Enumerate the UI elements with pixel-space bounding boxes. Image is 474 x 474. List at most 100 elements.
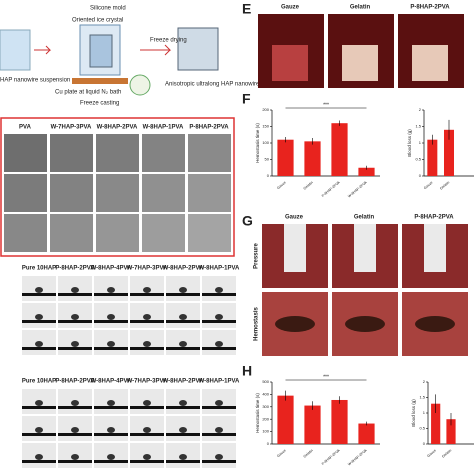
droplet (143, 454, 151, 460)
substrate (130, 293, 164, 296)
column-header: W-8HAP-4PVA (91, 379, 132, 385)
y-tick-label: 50 (265, 157, 270, 162)
droplet (35, 287, 43, 293)
column-header: W-8HAP-1PVA (199, 379, 240, 385)
panel-letter: E (242, 1, 251, 17)
droplet (35, 314, 43, 320)
bar (331, 399, 348, 444)
x-tick-label: Gelatin (441, 448, 452, 458)
y-tick-label: 200 (262, 107, 269, 112)
wound (275, 316, 315, 332)
substrate (130, 320, 164, 323)
y-tick-label: 1.5 (415, 124, 421, 129)
sem-image (142, 134, 185, 172)
y-tick-label: 1 (419, 140, 422, 145)
aerogel (177, 27, 219, 71)
droplet (179, 314, 187, 320)
beaker (0, 29, 31, 71)
droplet (215, 314, 223, 320)
droplet (107, 341, 115, 347)
droplet (143, 287, 151, 293)
droplet (143, 314, 151, 320)
column-header: P-8HAP-2PVA (55, 379, 95, 385)
sem-image (4, 214, 47, 252)
droplet (71, 314, 79, 320)
y-axis-label: Hemostasis time (s) (255, 123, 260, 163)
schematic: HAP nanowire suspension Silicone mold Or… (0, 6, 281, 107)
y-axis-label: Hemostasis time (s) (255, 393, 260, 433)
substrate (94, 293, 128, 296)
column-header: W-8HAP-2PVA (97, 125, 138, 131)
column-header: Pure 10HAP (22, 266, 56, 272)
sem-image (50, 214, 93, 252)
bar (304, 141, 321, 176)
panel-letter: H (242, 363, 252, 379)
sem-image (188, 214, 231, 252)
y-tick-label: 150 (262, 124, 269, 129)
label: Freeze casting (80, 101, 119, 107)
arrow (140, 44, 172, 56)
droplet (35, 454, 43, 460)
droplet (107, 287, 115, 293)
ice-crystal (89, 34, 113, 68)
column-header: W-7HAP-3PVA (127, 266, 168, 272)
y-tick-label: 2 (423, 379, 426, 384)
bar (331, 123, 348, 176)
x-tick-label: Gauze (426, 448, 437, 458)
column-header: W-8HAP-4PVA (91, 266, 132, 272)
substrate (58, 433, 92, 436)
y-tick-label: 0 (423, 441, 426, 446)
substrate (22, 347, 56, 350)
droplet (107, 400, 115, 406)
droplet (215, 427, 223, 433)
bar (304, 405, 321, 444)
droplet (71, 287, 79, 293)
substrate (94, 406, 128, 409)
droplet (215, 341, 223, 347)
substrate (166, 320, 200, 323)
x-tick-label: Gelatin (303, 180, 314, 190)
bar (446, 419, 456, 444)
label: Anisotropic ultralong HAP nanowire aerog… (165, 82, 281, 88)
droplet (71, 454, 79, 460)
column-header: P-8HAP-2PVA (414, 215, 454, 221)
substrate (130, 433, 164, 436)
substrate (58, 406, 92, 409)
inset (129, 74, 151, 96)
row-label: Pressure (254, 242, 260, 268)
substrate (58, 320, 92, 323)
droplet (35, 400, 43, 406)
substrate (130, 460, 164, 463)
substrate (202, 347, 236, 350)
sem-image (142, 214, 185, 252)
y-tick-label: 300 (262, 404, 269, 409)
column-header: W-7HAP-3PVA (127, 379, 168, 385)
substrate (166, 293, 200, 296)
column-header: Gelatin (350, 5, 371, 11)
x-tick-label: Gauze (423, 180, 434, 190)
sample (342, 45, 378, 81)
substrate (58, 460, 92, 463)
syringe (284, 224, 306, 272)
substrate (130, 347, 164, 350)
y-tick-label: 0.5 (415, 157, 421, 162)
y-tick-label: 500 (262, 379, 269, 384)
droplet (179, 341, 187, 347)
syringe (424, 224, 446, 272)
sem-image (96, 134, 139, 172)
x-tick-label: Gelatin (439, 180, 450, 190)
droplet (143, 341, 151, 347)
droplet (179, 427, 187, 433)
substrate (22, 320, 56, 323)
substrate (202, 433, 236, 436)
sem-frame (0, 117, 235, 257)
y-tick-label: 0 (267, 441, 270, 446)
column-header: W-8HAP-2PVA (163, 266, 204, 272)
label: Oriented ice crystal (72, 18, 123, 24)
y-tick-label: 0 (267, 173, 270, 178)
droplet (107, 427, 115, 433)
y-tick-label: 1 (423, 410, 426, 415)
droplet (179, 400, 187, 406)
row-label: Hemostasis (254, 306, 260, 340)
